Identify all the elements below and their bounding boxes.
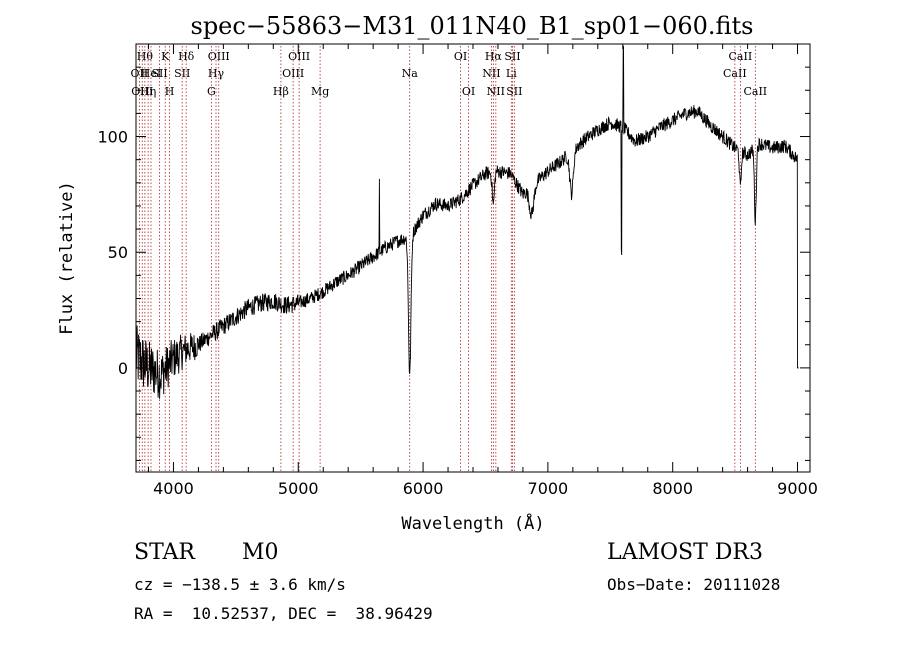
- line-marker-label: SII: [506, 85, 522, 98]
- line-marker-label: HeI: [141, 67, 161, 80]
- line-marker-label: Mg: [311, 85, 329, 98]
- redshift-velocity: cz = −138.5 ± 3.6 km/s: [134, 575, 346, 594]
- line-marker-label: CaII: [743, 85, 767, 98]
- line-marker-label: OI: [454, 50, 467, 63]
- survey-name: LAMOST DR3: [607, 540, 763, 565]
- line-marker-labels: OIIOIIIHθHηHeISIIKHHδSIIGHγOIIIHβOIIIOII…: [131, 50, 768, 98]
- line-markers: [138, 46, 756, 472]
- y-tick-label: 50: [108, 243, 128, 262]
- line-marker-label: Na: [402, 67, 419, 80]
- line-marker-label: Li: [506, 67, 517, 80]
- x-tick-label: 4000: [153, 479, 194, 498]
- x-tick-label: 8000: [652, 479, 693, 498]
- line-marker-label: CaII: [723, 67, 747, 80]
- plot-frame: [135, 43, 811, 473]
- spectrum-chart: spec−55863−M31_011N40_B1_sp01−060.fits O…: [57, 12, 818, 534]
- line-marker-label: H: [165, 85, 175, 98]
- line-marker-label: NII: [487, 85, 505, 98]
- line-marker-label: Hβ: [273, 85, 289, 98]
- line-marker-label: OIII: [288, 50, 310, 63]
- line-marker-label: Hα: [485, 50, 503, 63]
- line-marker-label: Hγ: [208, 67, 225, 80]
- chart-title: spec−55863−M31_011N40_B1_sp01−060.fits: [191, 12, 754, 40]
- line-marker-label: K: [161, 50, 170, 63]
- line-marker-label: OI: [462, 85, 475, 98]
- x-tick-label: 6000: [403, 479, 444, 498]
- line-marker-label: SII: [174, 67, 190, 80]
- object-subclass: M0: [242, 540, 279, 565]
- x-axis-label: Wavelength (Å): [401, 512, 544, 534]
- x-tick-label: 5000: [278, 479, 319, 498]
- line-marker-label: Hη: [140, 85, 156, 98]
- line-marker-label: OIII: [282, 67, 304, 80]
- y-tick-label: 0: [118, 359, 128, 378]
- y-axis-label: Flux (relative): [57, 181, 77, 335]
- y-tick-label: 100: [97, 128, 128, 147]
- line-marker-label: NII: [482, 67, 500, 80]
- x-tick-label: 7000: [528, 479, 569, 498]
- y-axis-ticks: 0 50 100: [97, 66, 810, 461]
- line-marker-label: CaII: [729, 50, 753, 63]
- ra-dec-coordinates: RA = 10.52537, DEC = 38.96429: [134, 604, 433, 623]
- line-marker-label: OIII: [131, 85, 153, 98]
- line-marker-label: OIII: [208, 50, 230, 63]
- line-marker-label: OII: [131, 67, 149, 80]
- line-marker-label: SII: [504, 50, 520, 63]
- x-axis-ticks: 4000 5000 6000 7000 8000 9000: [147, 44, 818, 498]
- line-marker-label: Hθ: [137, 50, 154, 63]
- observation-date: Obs−Date: 20111028: [607, 575, 781, 594]
- line-marker-label: G: [207, 85, 216, 98]
- line-marker-label: SII: [151, 67, 167, 80]
- object-class: STAR: [134, 540, 195, 565]
- x-tick-label: 9000: [777, 479, 818, 498]
- spectrum-line: [135, 45, 799, 399]
- line-marker-label: Hδ: [178, 50, 195, 63]
